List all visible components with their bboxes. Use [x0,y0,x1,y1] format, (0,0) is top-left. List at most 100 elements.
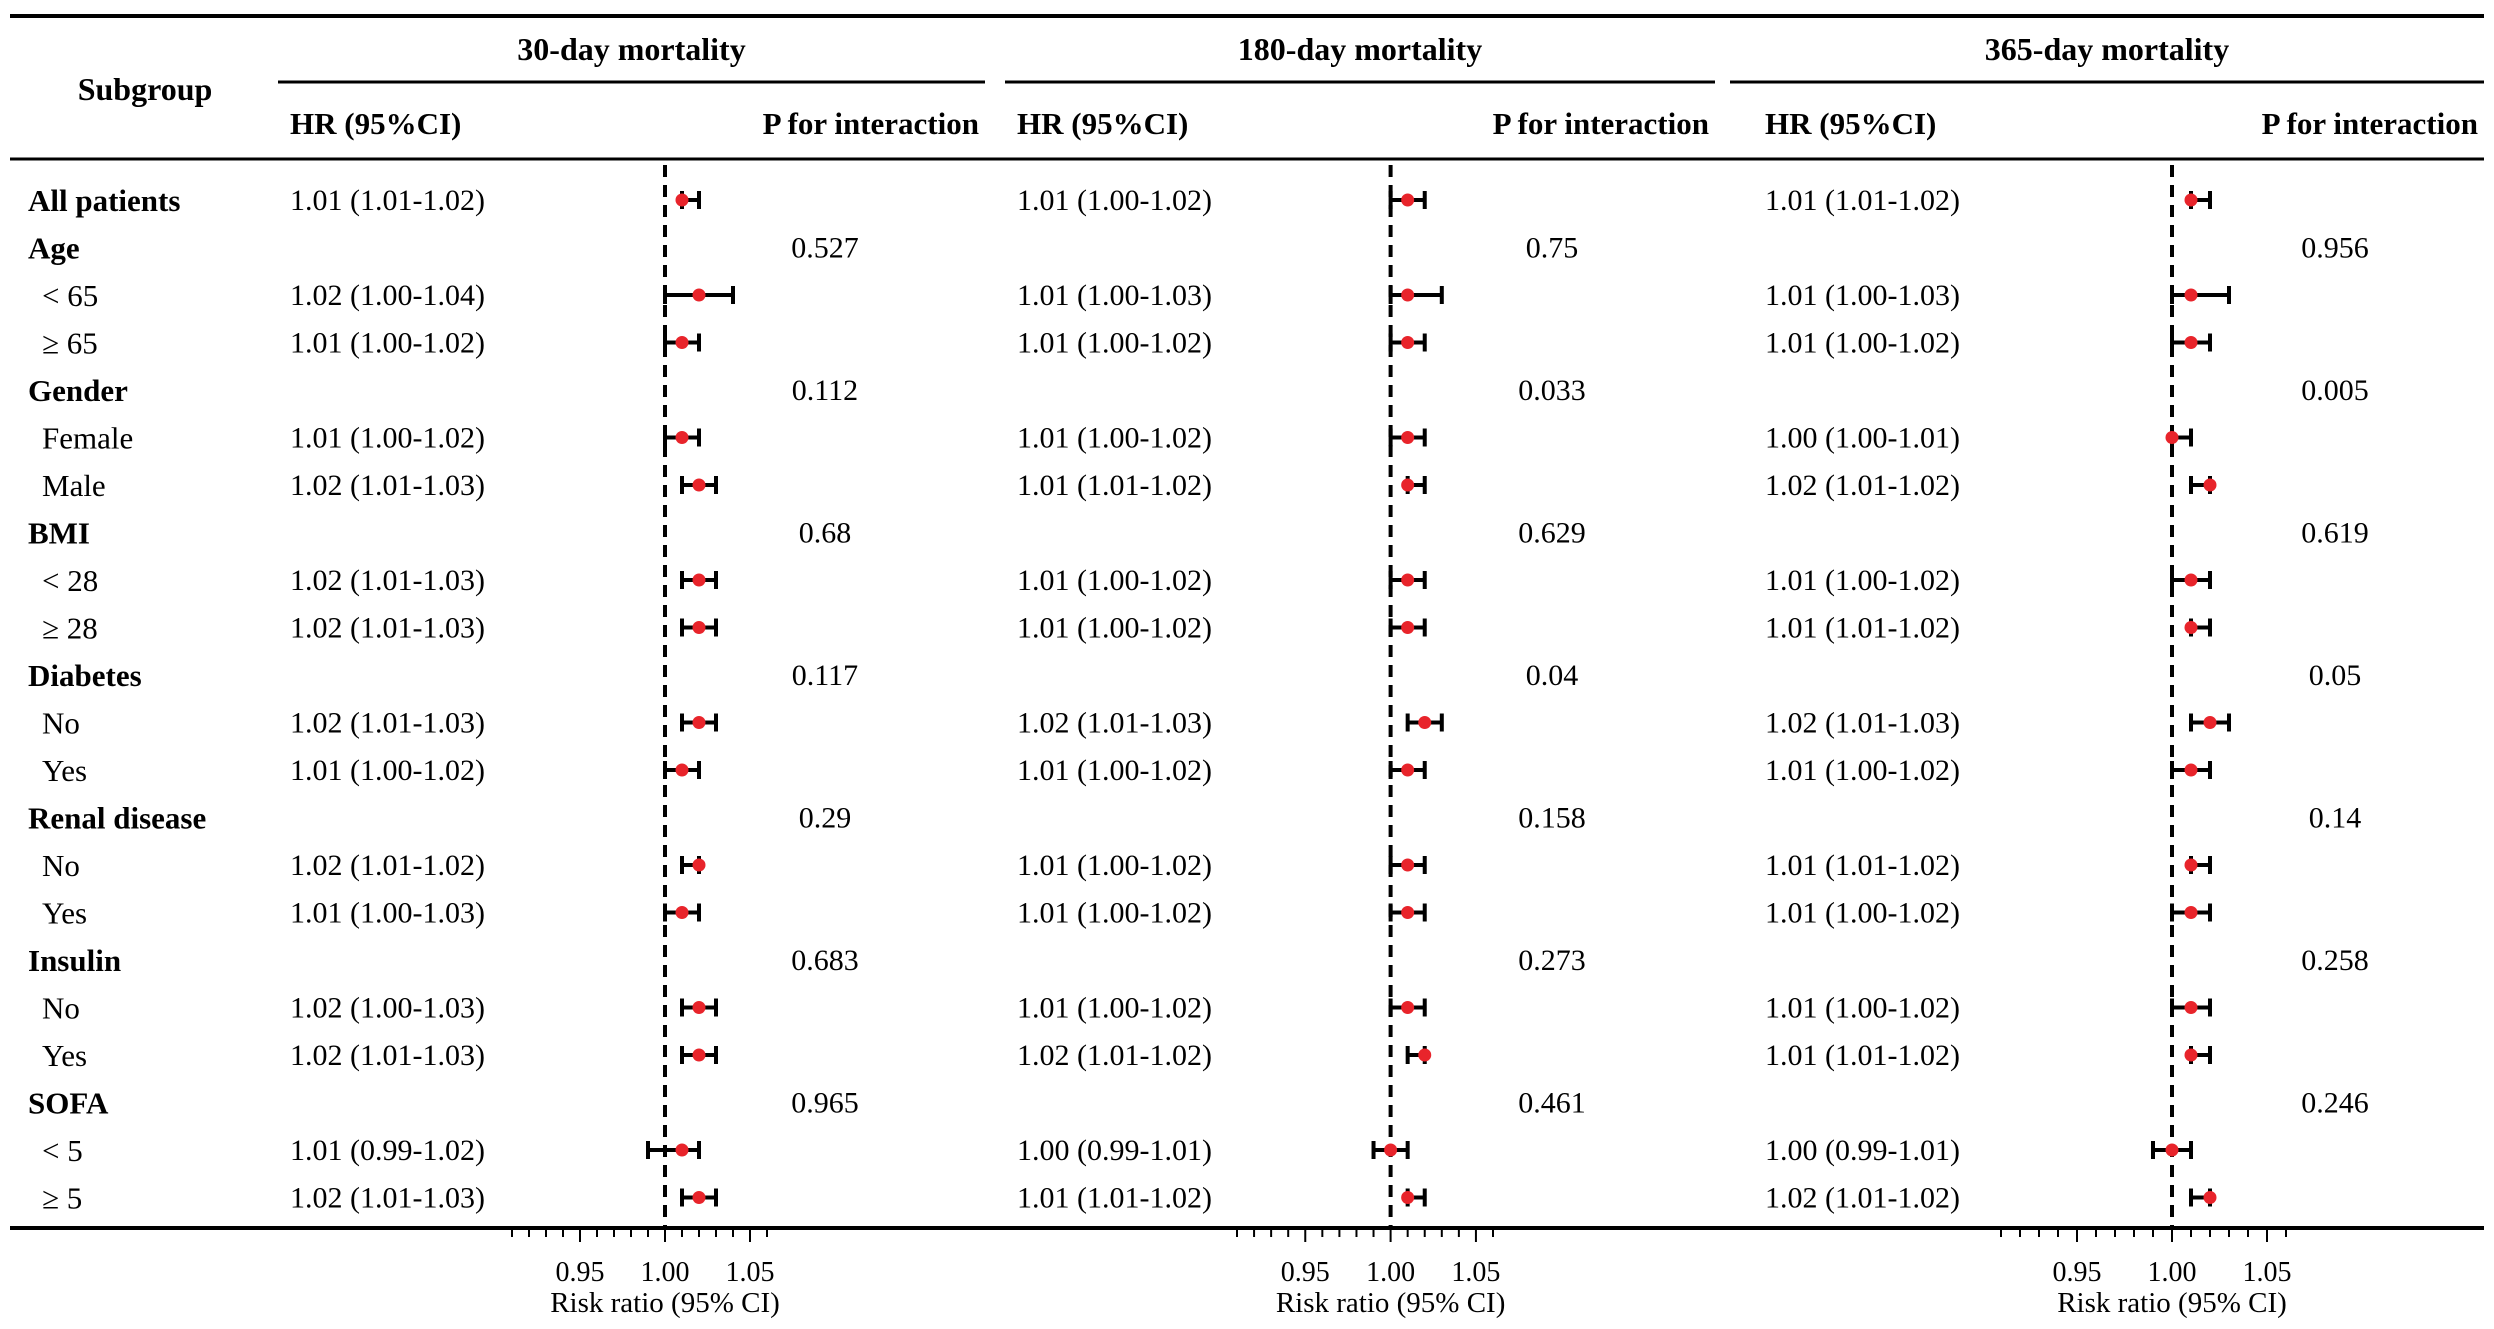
hr-point [1401,763,1415,777]
hr-point [2165,1143,2179,1157]
hr-point [2184,763,2198,777]
hr-column-header: HR (95%CI) [1765,106,1936,141]
p-value: 0.273 [1518,944,1586,977]
hr-value: 1.01 (1.00-1.02) [1765,992,1960,1025]
hr-value: 1.01 (1.01-1.02) [1765,184,1960,217]
hr-column-header: HR (95%CI) [290,106,461,141]
p-value: 0.629 [1518,517,1586,550]
hr-value: 1.01 (1.00-1.02) [1017,612,1212,645]
hr-point [675,906,689,919]
hr-point [1401,336,1415,349]
hr-point [2203,716,2217,729]
subgroup-label: No [42,706,80,741]
subgroup-label: Male [42,468,106,503]
hr-value: 1.00 (0.99-1.01) [1765,1134,1960,1167]
subgroup-label: < 65 [42,278,98,313]
subgroup-label: No [42,991,80,1026]
hr-value: 1.01 (1.01-1.02) [1765,612,1960,645]
hr-value: 1.01 (1.00-1.02) [1765,564,1960,597]
hr-value: 1.01 (1.01-1.02) [1017,469,1212,502]
hr-point [2203,1191,2217,1204]
tick-label: 1.05 [2243,1257,2292,1288]
panel-title: 180-day mortality [1238,31,1482,67]
hr-value: 1.02 (1.01-1.02) [1765,469,1960,502]
hr-point [692,716,706,729]
hr-point [692,478,706,492]
hr-value: 1.00 (0.99-1.01) [1017,1134,1212,1167]
hr-point [2184,621,2198,634]
hr-value: 1.01 (1.00-1.03) [1017,279,1212,312]
p-column-header: P for interaction [2262,106,2478,141]
hr-column-header: HR (95%CI) [1017,106,1188,141]
hr-value: 1.01 (1.01-1.02) [290,184,485,217]
panel-3: 365-day mortality HR (95%CI) P for interac… [1730,31,2484,1319]
hr-value: 1.02 (1.01-1.03) [290,564,485,597]
p-value: 0.117 [792,659,858,692]
p-value: 0.75 [1526,232,1579,265]
hr-point [692,1191,706,1204]
hr-point [1401,1191,1415,1204]
panels-layer: 30-day mortality HR (95%CI) P for interact… [278,31,2484,1319]
x-axis-label: Risk ratio (95% CI) [1276,1287,1506,1319]
subgroup-label: ≥ 65 [42,326,98,361]
x-axis-label: Risk ratio (95% CI) [2057,1287,2287,1319]
tick-label: 1.05 [1451,1257,1500,1288]
group-label: Age [28,231,80,266]
group-label: BMI [28,516,90,551]
hr-point [692,858,706,872]
hr-value: 1.01 (1.00-1.02) [1017,564,1212,597]
panel-title: 30-day mortality [517,31,745,67]
subgroup-label: Yes [42,753,87,788]
hr-value: 1.01 (1.00-1.02) [290,422,485,455]
hr-point [2184,288,2198,302]
p-value: 0.29 [799,802,852,835]
hr-point [675,431,689,444]
hr-value: 1.01 (1.01-1.02) [1765,849,1960,882]
p-value: 0.461 [1518,1087,1586,1120]
p-value: 0.033 [1518,374,1586,407]
hr-point [2165,431,2179,444]
hr-point [1401,288,1415,302]
group-label: Insulin [28,943,121,978]
hr-point [1401,573,1415,587]
subgroup-label: No [42,848,80,883]
hr-point [1418,716,1432,729]
panel-2: 180-day mortality HR (95%CI) P for interac… [1005,31,1715,1319]
hr-point [1401,906,1415,919]
group-label: Renal disease [28,801,206,836]
hr-point [692,573,706,587]
p-value: 0.965 [791,1087,859,1120]
hr-value: 1.00 (1.00-1.01) [1765,422,1960,455]
tick-label: 0.95 [556,1257,605,1288]
hr-value: 1.01 (1.00-1.02) [1017,327,1212,360]
hr-point [675,336,689,349]
p-column-header: P for interaction [763,106,979,141]
panel-title: 365-day mortality [1985,31,2229,67]
tick-label: 0.95 [2053,1257,2102,1288]
p-value: 0.005 [2301,374,2369,407]
subgroup-label: < 28 [42,563,98,598]
hr-value: 1.01 (1.00-1.02) [1765,897,1960,930]
hr-value: 1.01 (1.01-1.02) [1017,1182,1212,1215]
row-labels-layer: All patients Age < 65 ≥ 65 Gender Female Male B… [28,183,206,1216]
hr-value: 1.01 (1.00-1.02) [1017,184,1212,217]
hr-point [2184,573,2198,587]
hr-value: 1.01 (1.00-1.02) [290,754,485,787]
subgroup-label: ≥ 5 [42,1181,82,1216]
hr-value: 1.01 (1.00-1.02) [1765,327,1960,360]
p-column-header: P for interaction [1493,106,1709,141]
hr-value: 1.01 (1.00-1.02) [1017,992,1212,1025]
hr-point [2184,1048,2198,1062]
hr-value: 1.01 (0.99-1.02) [290,1134,485,1167]
hr-value: 1.01 (1.00-1.02) [1017,897,1212,930]
tick-label: 1.00 [1366,1257,1415,1288]
group-label: SOFA [28,1086,109,1121]
hr-value: 1.02 (1.01-1.03) [290,707,485,740]
p-value: 0.14 [2309,802,2362,835]
hr-point [1418,1048,1432,1062]
subgroup-label: Female [42,421,133,456]
panel-1: 30-day mortality HR (95%CI) P for interact… [278,31,985,1319]
hr-point [1401,193,1415,207]
hr-point [2184,858,2198,872]
